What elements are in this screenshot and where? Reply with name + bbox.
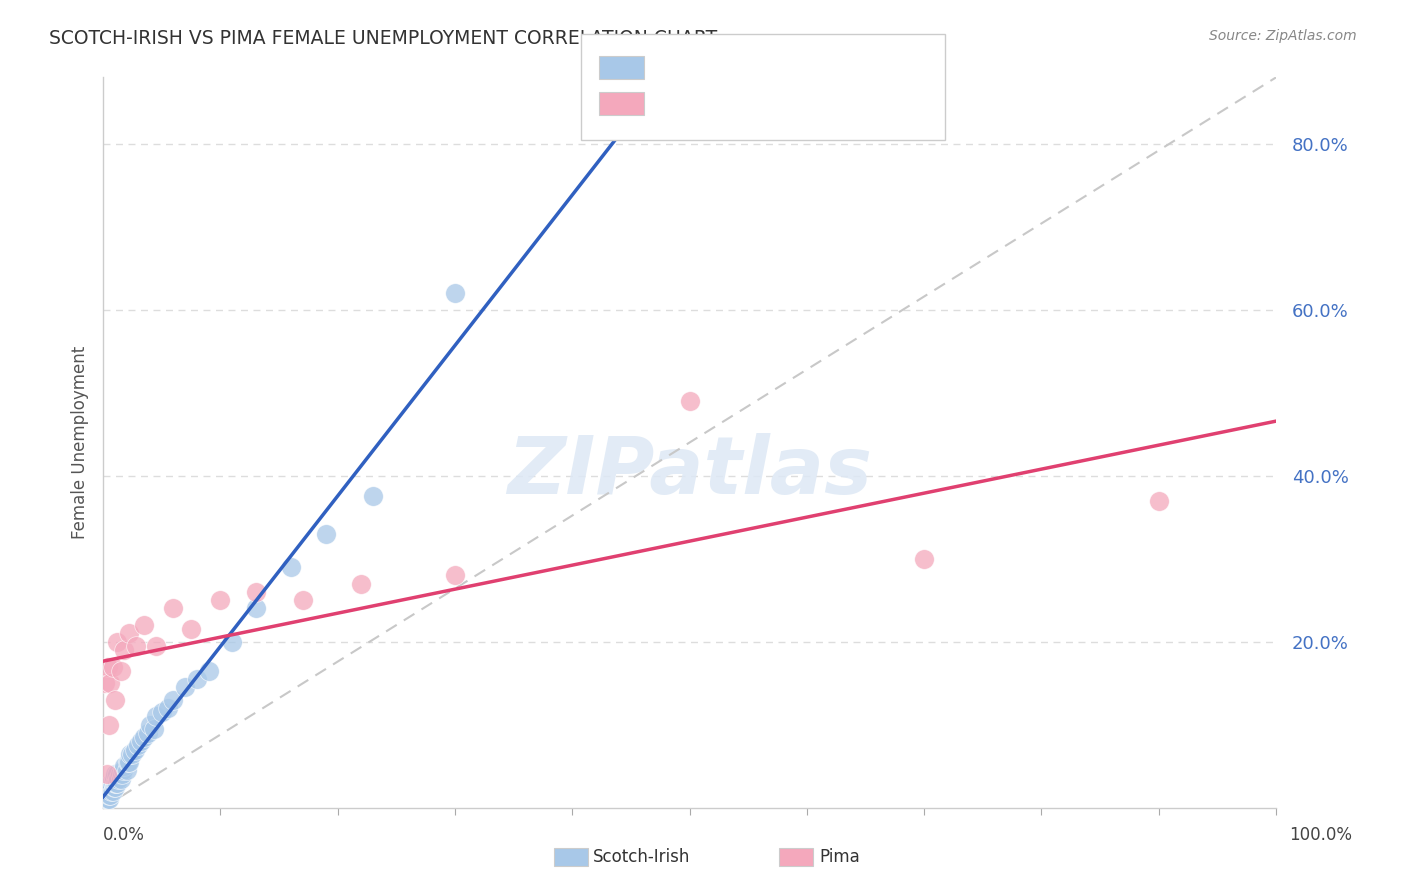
Point <box>145 639 167 653</box>
Text: R =: R = <box>654 93 693 111</box>
Point <box>209 593 232 607</box>
Point <box>120 747 142 761</box>
Point <box>100 775 122 789</box>
Point <box>118 626 141 640</box>
Point <box>162 692 184 706</box>
Point <box>245 601 267 615</box>
Point <box>110 664 132 678</box>
Point <box>98 780 121 794</box>
Point <box>97 659 120 673</box>
Point <box>350 576 373 591</box>
Point <box>142 722 165 736</box>
Point <box>105 767 128 781</box>
Point <box>280 560 302 574</box>
Point <box>105 634 128 648</box>
Text: 53: 53 <box>818 57 841 75</box>
Point <box>98 792 121 806</box>
Text: 0.596: 0.596 <box>688 57 740 75</box>
Text: 100.0%: 100.0% <box>1289 826 1353 844</box>
Point <box>444 568 467 582</box>
Point <box>136 726 159 740</box>
Point <box>100 784 122 798</box>
Point <box>105 775 128 789</box>
Point <box>97 792 120 806</box>
Y-axis label: Female Unemployment: Female Unemployment <box>72 346 89 539</box>
Point <box>444 286 467 301</box>
Point <box>110 772 132 786</box>
Point <box>134 618 156 632</box>
Point <box>678 394 700 409</box>
Point <box>98 788 121 802</box>
Text: N =: N = <box>758 93 815 111</box>
Point <box>150 705 173 719</box>
Point <box>912 551 935 566</box>
Text: 0.416: 0.416 <box>688 93 738 111</box>
Point <box>103 772 125 786</box>
Point <box>112 764 135 778</box>
Point <box>104 775 127 789</box>
Point <box>94 676 117 690</box>
Point <box>105 775 128 789</box>
Point <box>96 788 118 802</box>
Point <box>186 672 208 686</box>
Text: 24: 24 <box>818 93 841 111</box>
Point <box>98 788 121 802</box>
Point <box>115 764 138 778</box>
Point <box>97 784 120 798</box>
Point <box>180 622 202 636</box>
Point <box>1147 493 1170 508</box>
Point <box>121 747 143 761</box>
Point <box>125 639 148 653</box>
Point <box>108 767 131 781</box>
Point <box>127 739 149 753</box>
Point <box>174 681 197 695</box>
Text: SCOTCH-IRISH VS PIMA FEMALE UNEMPLOYMENT CORRELATION CHART: SCOTCH-IRISH VS PIMA FEMALE UNEMPLOYMENT… <box>49 29 717 47</box>
Point <box>315 526 337 541</box>
Point <box>124 742 146 756</box>
Point <box>96 792 118 806</box>
Point <box>101 784 124 798</box>
Point <box>107 772 129 786</box>
Text: Pima: Pima <box>820 848 860 866</box>
Point <box>101 775 124 789</box>
Text: R =: R = <box>654 57 693 75</box>
Point <box>291 593 314 607</box>
Point <box>117 755 139 769</box>
Point <box>112 643 135 657</box>
Point <box>111 767 134 781</box>
Point <box>162 601 184 615</box>
Text: 0.0%: 0.0% <box>103 826 145 844</box>
Point <box>98 717 121 731</box>
Point <box>98 676 121 690</box>
Text: Source: ZipAtlas.com: Source: ZipAtlas.com <box>1209 29 1357 43</box>
Point <box>134 730 156 744</box>
Point <box>118 755 141 769</box>
Point <box>103 780 125 794</box>
Point <box>104 780 127 794</box>
Point <box>156 701 179 715</box>
Point <box>94 792 117 806</box>
Point <box>145 709 167 723</box>
Point <box>98 780 121 794</box>
Text: ZIPatlas: ZIPatlas <box>508 433 872 511</box>
Point <box>104 767 127 781</box>
Point <box>139 717 162 731</box>
Text: N =: N = <box>758 57 815 75</box>
Point <box>221 634 243 648</box>
Point <box>104 692 127 706</box>
Point <box>245 585 267 599</box>
Point <box>129 734 152 748</box>
Point <box>197 664 219 678</box>
Point <box>96 767 118 781</box>
Point <box>112 759 135 773</box>
Point <box>101 659 124 673</box>
Text: Scotch-Irish: Scotch-Irish <box>593 848 690 866</box>
Point <box>361 490 384 504</box>
